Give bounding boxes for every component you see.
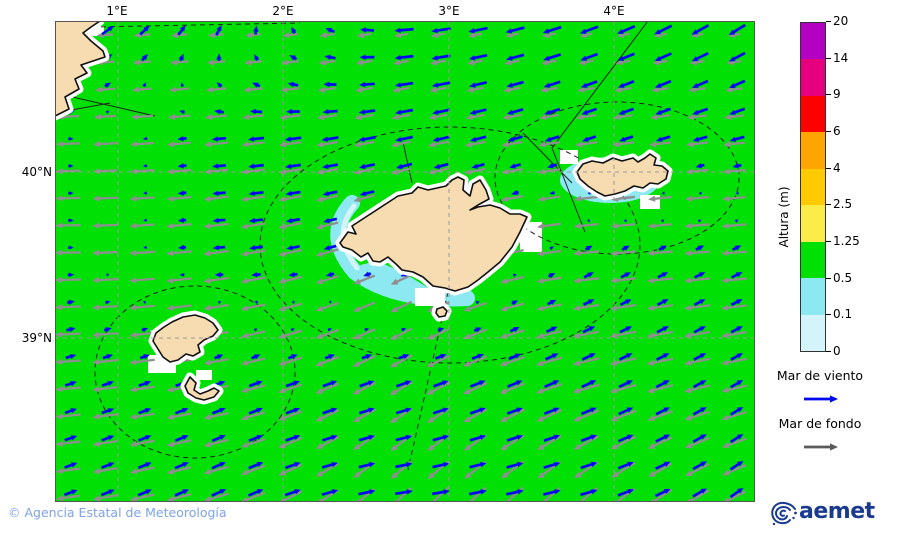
wind-sea-legend-label: Mar de viento [776,368,864,383]
islands [50,16,673,405]
copyright-text: © Agencia Estatal de Meteorología [8,505,227,520]
colorbar-tick-mark [826,351,831,352]
colorbar-tick-label: 9 [833,87,841,102]
swell-legend-label: Mar de fondo [778,416,862,431]
colorbar-tick-label: 4 [833,160,841,175]
colorbar-tick-label: 1.25 [833,234,860,248]
island-mallorca [335,172,532,296]
colorbar-tick-mark [826,167,831,169]
colorbar-tick-mark [826,241,831,242]
colorbar-tick-mark [826,131,831,132]
colorbar-tick-mark [826,277,831,279]
colorbar-band [801,132,825,169]
lon-tick-label: 1°E [106,4,128,18]
island-cabrera [431,302,452,322]
colorbar-tick-label: 6 [833,124,841,138]
lon-tick-label: 4°E [603,4,625,18]
colorbar-band [801,241,825,279]
map-area [50,16,755,508]
colorbar-tick-mark [826,314,831,316]
balearic-wave-map [50,16,755,508]
graticule [55,21,755,502]
island-mainland-coast [50,16,110,121]
wave-arrow-field [55,23,748,508]
colorbar-band [801,205,825,242]
colorbar-band [801,59,825,96]
wave-height-colorbar [800,22,826,352]
colorbar-tick-mark [826,94,831,96]
colorbar-tick-mark [826,21,831,22]
colorbar-tick-label: 20 [833,14,849,28]
colorbar-band [801,23,825,60]
lat-tick-label: 40°N [21,165,52,179]
wind-sea-arrow-icon [804,395,838,403]
colorbar-band [801,168,825,206]
lat-tick-label: 39°N [21,331,52,345]
swell-arrow-icon [804,443,838,451]
colorbar-band [801,314,825,351]
aemet-logo-text: aemet [799,499,875,524]
aemet-logo-icon [771,501,797,526]
colorbar-title: Altura (m) [777,186,791,248]
map-border [55,21,755,502]
colorbar-tick-label: 14 [833,50,849,65]
colorbar-band [801,95,825,133]
colorbar-tick-mark [826,204,831,206]
colorbar-tick-mark [826,57,831,59]
colorbar-tick-label: 0 [833,344,841,358]
island-formentera [180,372,224,405]
colorbar-tick-label: 2.5 [833,197,853,212]
colorbar-tick-label: 0.5 [833,270,853,285]
lon-tick-label: 3°E [438,4,460,18]
colorbar-tick-label: 0.1 [833,307,853,322]
colorbar-band [801,278,825,315]
lon-tick-label: 2°E [272,4,294,18]
